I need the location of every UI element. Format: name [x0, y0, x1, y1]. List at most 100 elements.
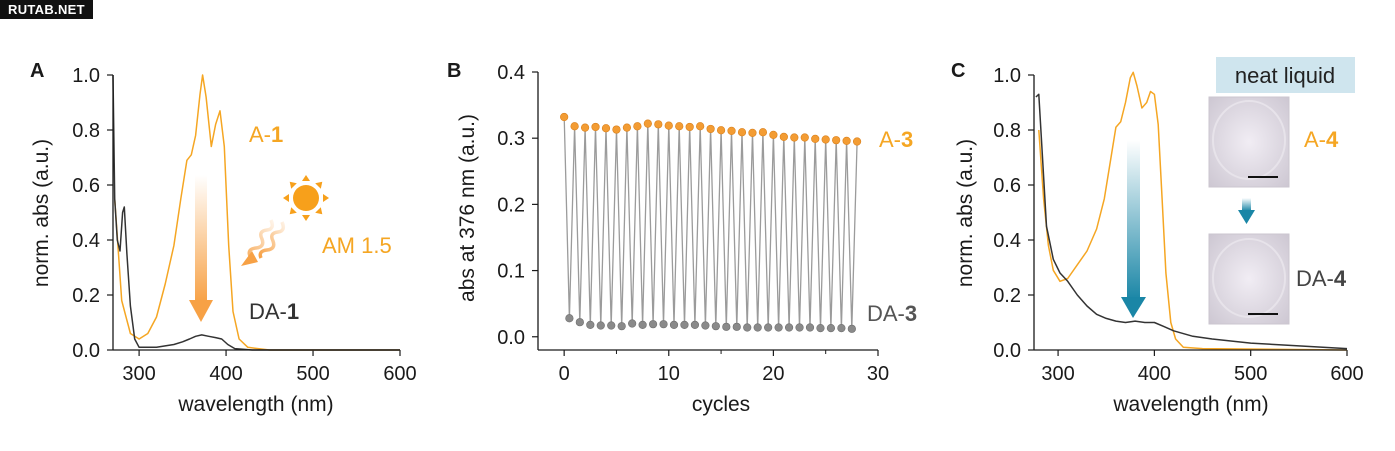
sun-ray [315, 207, 323, 215]
sun-ray [315, 181, 323, 189]
x-tick-label: 500 [1234, 363, 1267, 385]
point-a3 [769, 130, 778, 139]
point-da3 [701, 321, 710, 330]
sun-ray [283, 194, 289, 202]
panel-a: A 300 400 500 600 0.0 0.2 0.4 0.6 0.8 1.0 wavelen… [30, 60, 417, 416]
point-da3 [732, 322, 741, 331]
point-a3 [748, 128, 757, 137]
point-a3 [654, 120, 663, 129]
point-a3 [716, 126, 726, 135]
x-tick-label: 400 [1138, 363, 1171, 385]
series-label-a3: A-3 [879, 127, 913, 152]
point-da3 [837, 324, 846, 333]
y-tick-label: 0.2 [993, 285, 1021, 307]
point-a3 [737, 128, 747, 137]
y-tick-label: 0.4 [497, 62, 525, 84]
sun-core [293, 185, 319, 211]
x-tick-label: 300 [1041, 363, 1074, 385]
x-tick-label: 600 [1330, 363, 1363, 385]
y-tick-label: 0.4 [993, 230, 1021, 252]
point-da3 [669, 320, 679, 329]
point-a3 [560, 112, 569, 122]
down-arrow-icon [189, 175, 213, 322]
point-a3 [580, 123, 590, 132]
panel-a-xlabel: wavelength (nm) [177, 393, 333, 416]
film-photo-a4 [1208, 96, 1290, 188]
down-arrow-icon [1121, 140, 1146, 318]
panel-c-xlabel: wavelength (nm) [1112, 393, 1268, 416]
panel-a-ylabel: norm. abs (a.u.) [30, 139, 53, 287]
point-da3 [628, 319, 637, 328]
point-a3 [790, 133, 799, 142]
point-da3 [743, 323, 752, 332]
x-tick-label: 20 [762, 363, 784, 385]
x-tick-label: 600 [383, 363, 416, 385]
x-tick-label: 0 [559, 363, 570, 385]
panel-a-curves [112, 74, 400, 351]
panel-b-ylabel: abs at 376 nm (a.u.) [456, 114, 479, 302]
panel-a-letter: A [30, 60, 44, 82]
point-a3 [842, 136, 851, 145]
point-da3 [805, 323, 815, 332]
point-da3 [607, 321, 616, 330]
panel-b-zigzag [563, 116, 858, 329]
point-da3 [617, 322, 626, 331]
point-a3 [612, 125, 621, 134]
sun-ray [302, 215, 310, 221]
neat-liquid-label: neat liquid [1235, 63, 1335, 88]
film-photo-da4 [1208, 233, 1290, 325]
point-a3 [832, 136, 841, 145]
point-a3 [633, 122, 642, 131]
point-da3 [638, 320, 647, 329]
point-a3 [852, 137, 862, 146]
point-a3 [696, 122, 705, 131]
point-da3 [680, 320, 689, 329]
y-tick-label: 0.4 [72, 230, 100, 252]
y-tick-label: 0.6 [72, 175, 100, 197]
point-a3 [758, 128, 768, 137]
point-a3 [727, 126, 736, 136]
y-tick-label: 0.8 [72, 120, 100, 142]
point-da3 [690, 320, 700, 329]
series-label-a4: A-4 [1304, 127, 1339, 152]
y-tick-label: 0.0 [993, 340, 1021, 362]
point-a3 [811, 134, 820, 143]
panel-b-points [560, 112, 862, 333]
point-a3 [622, 123, 632, 132]
point-da3 [722, 322, 731, 331]
series-label-da1: DA-1 [249, 299, 299, 324]
point-da3 [784, 323, 794, 332]
panel-c-curves [1035, 71, 1348, 351]
series-line-da-1 [112, 74, 400, 351]
y-tick-label: 0.0 [497, 327, 525, 349]
sun-ray [289, 207, 297, 215]
point-da3 [753, 323, 762, 332]
point-a3 [643, 119, 652, 128]
series-line-da-4 [1035, 93, 1348, 350]
panel-c-tick-labels: 300 400 500 600 0.0 0.2 0.4 0.6 0.8 1.0 [993, 65, 1364, 385]
neat-liquid-box [1216, 57, 1355, 93]
point-a3 [601, 124, 611, 133]
sun-icon [283, 175, 329, 221]
x-tick-label: 10 [658, 363, 680, 385]
am15-label: AM 1.5 [322, 233, 392, 258]
panel-b: B 0 10 20 30 0.0 0.1 0.2 0.3 0.4 cycles abs at 3… [447, 60, 917, 416]
cycle-connector-line [563, 116, 858, 329]
point-da3 [586, 320, 595, 329]
point-da3 [826, 324, 836, 333]
series-label-da3: DA-3 [867, 301, 917, 326]
point-da3 [565, 314, 574, 323]
point-a3 [570, 122, 579, 131]
point-da3 [816, 324, 825, 333]
point-a3 [821, 135, 830, 144]
point-a3 [591, 122, 600, 132]
panel-c-ylabel: norm. abs (a.u.) [954, 139, 977, 287]
point-da3 [764, 323, 773, 332]
point-a3 [675, 122, 684, 131]
y-tick-label: 0.6 [993, 175, 1021, 197]
point-a3 [664, 121, 673, 130]
series-label-a1: A-1 [249, 122, 283, 147]
sun-ray [323, 194, 329, 202]
y-tick-label: 0.2 [72, 285, 100, 307]
sun-ray [302, 175, 310, 181]
